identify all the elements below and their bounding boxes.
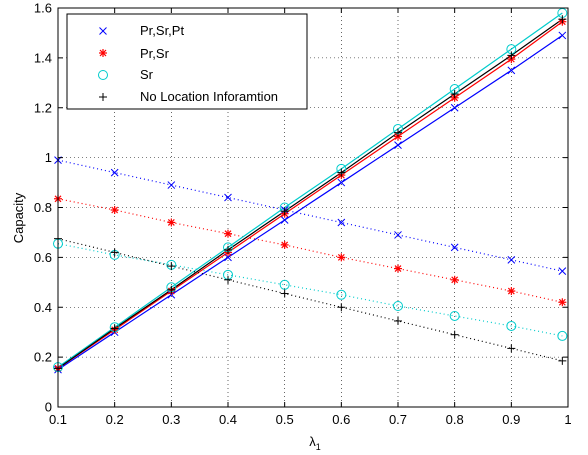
data-point-falling [507,344,516,353]
data-point-falling [507,256,516,264]
y-tick-label: 0.2 [34,350,52,365]
data-point-falling [279,279,290,290]
series-line-falling [57,159,563,272]
legend-label-pr-sr: Pr,Sr [140,46,170,61]
x-tick-label: 0.1 [49,412,67,427]
legend-marker [98,70,108,80]
data-point-rising [224,245,232,254]
data-point-falling [224,275,232,284]
y-tick-label: 1.2 [34,100,52,115]
data-point-rising [450,90,459,99]
x-tick-label: 0.6 [332,412,350,427]
series-line-rising [57,18,563,369]
legend-entry-sr: Sr [98,67,154,82]
data-point-falling [167,181,176,189]
legend-label-no-location: No Location Inforamtion [140,89,278,104]
x-axis-label: λ1 [309,434,321,452]
data-point-falling [449,310,460,321]
data-point-falling [167,262,176,271]
legend-label-sr: Sr [140,67,154,82]
x-tick-label: 0.7 [389,412,407,427]
data-point-falling [280,289,289,298]
data-point-falling [336,289,347,300]
data-point-falling [450,243,459,252]
data-point-falling [394,264,402,273]
data-point-falling [558,267,567,275]
data-point-falling [110,205,119,214]
y-tick-label: 0.4 [34,300,52,315]
data-point-rising [337,178,346,187]
data-point-rising [507,66,516,75]
data-point-falling [337,303,346,312]
data-point-falling [110,168,119,177]
x-tick-label: 0.5 [276,412,294,427]
legend-box [66,13,308,110]
x-tick-label: 0.2 [106,412,124,427]
data-point-falling [337,253,346,262]
data-point-rising [558,15,567,24]
series-line-falling [57,198,563,303]
legend-label-pr-sr-pt: Pr,Sr,Pt [140,23,184,38]
data-point-falling [167,218,176,227]
data-point-falling [450,330,459,339]
data-point-falling [558,356,567,365]
axis-ticks [57,7,569,408]
data-point-rising [394,141,402,150]
y-tick-labels: 0 0.2 0.4 0.6 0.8 1 1.2 1.4 1.6 [34,1,52,415]
y-tick-label: 1.4 [34,50,52,65]
legend-marker [99,49,107,57]
legend-entry-pr-sr-pt: Pr,Sr,Pt [99,23,184,38]
data-point-falling [506,320,517,331]
data-point-falling [224,193,232,202]
x-tick-labels: 0.1 0.2 0.3 0.4 0.5 0.6 0.7 0.8 0.9 1 [49,412,572,427]
legend-entry-pr-sr: Pr,Sr [99,46,170,61]
legend-marker [99,27,107,35]
legend-entry-no-location: No Location Inforamtion [99,89,278,104]
data-point-falling [280,240,289,249]
data-point-falling [558,298,567,307]
data-point-falling [393,301,403,312]
legend-marker [99,93,107,101]
data-point-rising [558,31,567,40]
data-point-falling [394,316,402,325]
legend: Pr,Sr,Pt Pr,Sr Sr No Location Inforamtio… [66,13,308,110]
data-point-rising [450,103,459,112]
x-tick-label: 0.4 [219,412,237,427]
y-tick-label: 1 [45,150,52,165]
data-point-falling [557,330,568,341]
series-line-falling [57,238,563,362]
series-line-rising [57,21,563,369]
series-line-rising [57,34,563,371]
x-tick-label: 0.8 [446,412,464,427]
x-tick-label: 0.3 [162,412,180,427]
data-point-rising [110,324,119,333]
data-point-falling [110,248,119,257]
series-lines [57,12,563,371]
series-markers [53,7,568,374]
data-point-falling [224,229,232,238]
series-line-rising [57,12,563,368]
x-tick-label: 0.9 [502,412,520,427]
y-tick-label: 0.6 [34,250,52,265]
data-point-rising [337,168,346,177]
data-point-falling [450,275,459,284]
data-point-falling [337,218,346,227]
data-point-rising [394,128,402,137]
data-point-falling [507,287,516,296]
x-tick-label: 1 [564,412,571,427]
data-point-rising [280,216,289,224]
y-axis-label: Capacity [11,192,26,243]
data-point-rising [507,51,516,60]
y-tick-label: 0.8 [34,200,52,215]
data-point-falling [394,231,402,239]
data-point-rising [167,285,176,294]
y-tick-label: 0 [45,400,52,415]
data-point-rising [280,207,289,216]
y-tick-label: 1.6 [34,1,52,16]
